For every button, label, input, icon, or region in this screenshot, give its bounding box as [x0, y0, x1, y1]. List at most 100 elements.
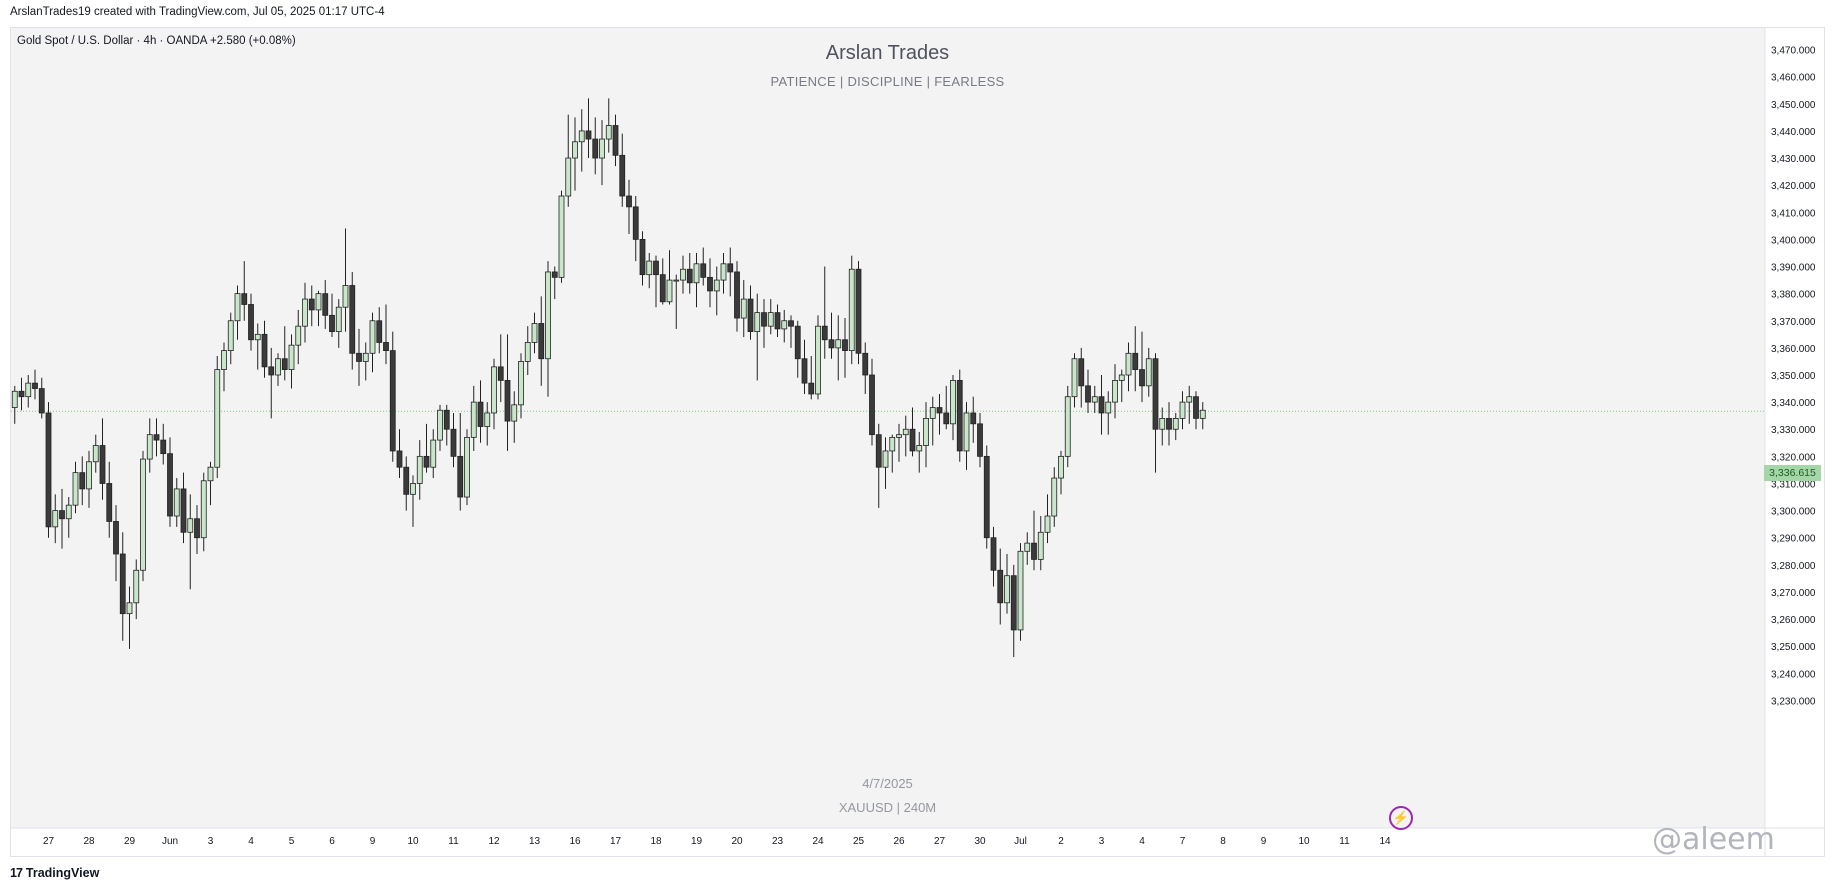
candle-body — [1112, 380, 1118, 403]
candle-body — [902, 428, 909, 436]
x-tick-label: 8 — [1220, 836, 1226, 847]
candle-body — [821, 325, 828, 341]
candle-body — [133, 569, 140, 604]
candle-body — [167, 453, 173, 517]
candle-body — [99, 445, 106, 484]
x-tick-label: 5 — [289, 836, 295, 847]
candle-body — [254, 333, 261, 341]
x-tick-label: 11 — [1339, 836, 1350, 847]
candle-body — [551, 271, 558, 278]
x-tick-label: Jul — [1014, 836, 1027, 847]
candle-body — [437, 409, 443, 441]
candle-body — [1172, 417, 1179, 430]
x-tick-label: 23 — [772, 836, 784, 847]
candle-body — [457, 455, 464, 498]
candle-body — [329, 314, 335, 333]
candle-body — [416, 455, 423, 484]
candle-body — [558, 195, 565, 278]
candle-body — [484, 412, 491, 427]
candle-body — [754, 312, 761, 333]
candle-body — [727, 263, 734, 273]
candle-body — [734, 271, 740, 319]
candle-body — [369, 320, 376, 354]
candle-body — [1031, 542, 1037, 560]
candle-body — [1058, 455, 1064, 479]
y-tick-label: 3,340.000 — [1771, 398, 1816, 409]
candle-body — [585, 130, 592, 140]
candle-body — [686, 268, 693, 284]
candle-body — [524, 342, 531, 362]
candle-body — [180, 488, 187, 533]
candle-body — [943, 412, 950, 425]
candle-body — [281, 358, 288, 370]
candle-body — [774, 312, 781, 330]
bolt-icon[interactable]: ⚡ — [1389, 806, 1413, 830]
candle-body — [599, 138, 605, 159]
tradingview-logo[interactable]: 17 TradingView — [10, 866, 99, 880]
candle-body — [146, 434, 153, 460]
candle-body — [410, 483, 416, 495]
candle-body — [592, 138, 599, 159]
candle-body — [52, 510, 59, 528]
candle-body — [1125, 352, 1132, 376]
y-tick-label: 3,400.000 — [1771, 235, 1816, 246]
symbol-legend[interactable]: Gold Spot / U.S. Dollar · 4h · OANDA +2.… — [17, 35, 296, 47]
candle-body — [815, 325, 821, 395]
candle-body — [450, 428, 457, 457]
candle-body — [248, 304, 254, 341]
candle-body — [423, 455, 430, 468]
chart-frame[interactable]: 3,230.000 3,240.000 3,250.000 3,260.000 3,27… — [10, 27, 1825, 857]
candle-body — [207, 466, 214, 482]
candle-body — [1051, 477, 1058, 517]
candle-body — [1186, 396, 1193, 403]
x-tick-label: 7 — [1180, 836, 1186, 847]
candle-body — [693, 263, 700, 284]
candle-body — [1024, 542, 1031, 552]
candle-body — [221, 350, 227, 370]
y-tick-label: 3,320.000 — [1771, 452, 1816, 463]
candle-body — [11, 390, 18, 408]
x-tick-label: 18 — [650, 836, 662, 847]
plot-background — [11, 28, 1765, 828]
candle-body — [929, 407, 936, 419]
candlestick-chart[interactable]: 3,230.000 3,240.000 3,250.000 3,260.000 3,27… — [11, 28, 1824, 856]
candle-body — [882, 450, 889, 468]
candle-body — [680, 268, 686, 281]
candle-body — [740, 298, 747, 319]
candle-body — [977, 423, 983, 457]
candle-body — [187, 518, 194, 533]
y-tick-label: 3,260.000 — [1771, 615, 1816, 626]
candle-body — [835, 339, 842, 349]
candle-body — [531, 323, 538, 343]
chart-subtitle: PATIENCE | DISCIPLINE | FEARLESS — [770, 74, 1005, 89]
candle-body — [646, 260, 653, 276]
candle-body — [801, 358, 808, 384]
x-tick-label: 14 — [1379, 836, 1391, 847]
candle-body — [761, 312, 767, 327]
last-price-badge: 3,336.615 — [1764, 465, 1821, 481]
candle-body — [464, 436, 470, 498]
y-tick-label: 3,420.000 — [1771, 181, 1816, 192]
y-tick-label: 3,300.000 — [1771, 507, 1816, 518]
candle-body — [1179, 401, 1186, 419]
y-tick-label: 3,360.000 — [1771, 344, 1816, 355]
candle-body — [119, 553, 126, 615]
candle-body — [140, 458, 146, 571]
x-tick-label: 11 — [448, 836, 459, 847]
candle-body — [855, 268, 862, 354]
y-tick-label: 3,350.000 — [1771, 371, 1816, 382]
x-tick-label: 9 — [1261, 836, 1267, 847]
x-tick-label: 3 — [208, 836, 214, 847]
y-tick-label: 3,230.000 — [1771, 696, 1816, 707]
candle-body — [713, 279, 720, 292]
candle-body — [1078, 358, 1085, 387]
candle-body — [79, 472, 86, 490]
x-tick-label: 9 — [370, 836, 376, 847]
candle-body — [59, 510, 65, 520]
candle-body — [565, 157, 572, 197]
candle-body — [747, 298, 754, 333]
candle-body — [808, 382, 815, 395]
candle-body — [666, 279, 673, 303]
candle-body — [349, 285, 356, 354]
candle-body — [396, 450, 403, 468]
